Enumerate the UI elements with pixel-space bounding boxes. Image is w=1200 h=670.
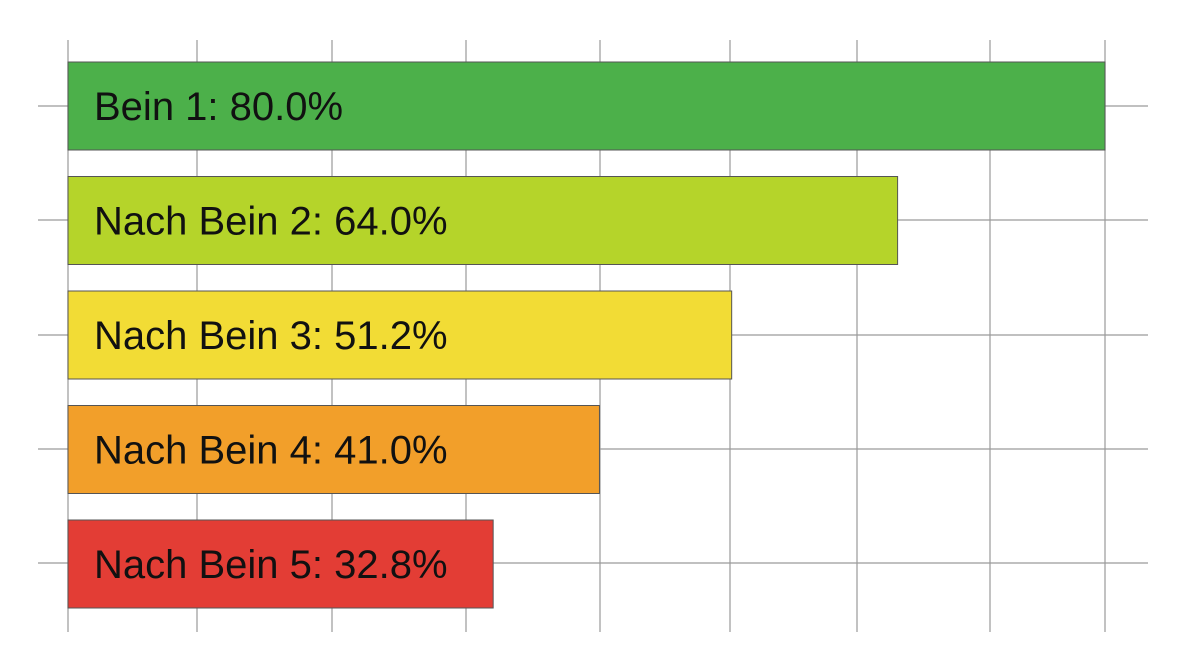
bar-1: [67, 61, 1106, 151]
bar-label-1: Bein 1: 80.0%: [94, 85, 343, 129]
bar-3: [67, 290, 733, 380]
bar-label-3: Nach Bein 3: 51.2%: [94, 314, 448, 358]
bar-5: [67, 519, 494, 609]
bar-label-2: Nach Bein 2: 64.0%: [94, 200, 448, 244]
bar-label-4: Nach Bein 4: 41.0%: [94, 429, 448, 473]
chart-bars: Bein 1: 80.0% Nach Bein 2: 64.0% Nach Bein…: [67, 61, 1106, 609]
bar-4: [67, 405, 600, 494]
bar-label-5: Nach Bein 5: 32.8%: [94, 543, 448, 587]
bar-2: [67, 176, 899, 265]
